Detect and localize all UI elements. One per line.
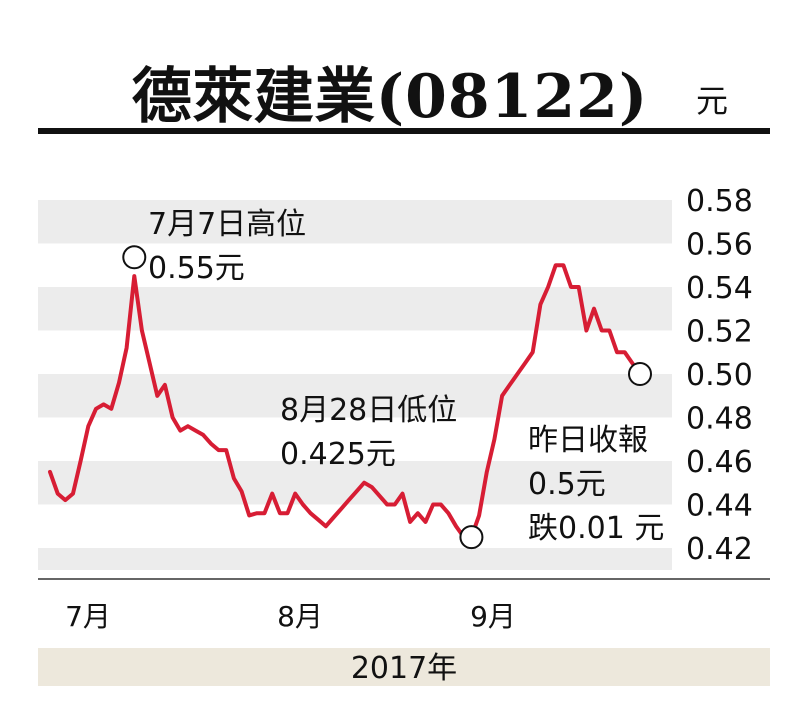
y-tick-label: 0.46 <box>686 445 753 480</box>
last-annotation: 昨日收報 <box>528 423 648 458</box>
last-annotation: 跌0.01 元 <box>528 511 664 546</box>
y-tick-label: 0.56 <box>686 228 753 263</box>
last-marker <box>628 362 652 386</box>
high-annotation: 7月7日高位 <box>148 207 306 242</box>
price-line <box>48 263 642 540</box>
y-tick-label: 0.54 <box>686 271 753 306</box>
unit-label: 元 <box>696 82 729 120</box>
grid-band <box>38 287 672 331</box>
grid-band <box>38 461 672 505</box>
grid-band <box>38 200 672 244</box>
y-tick-label: 0.44 <box>686 489 753 524</box>
grid-band <box>38 548 672 570</box>
high-marker <box>122 245 147 270</box>
high-annotation: 0.55元 <box>148 251 245 286</box>
chart-title: 德萊建業(08122) <box>131 62 649 132</box>
y-tick-label: 0.42 <box>686 532 753 567</box>
low-annotation: 0.425元 <box>280 437 396 472</box>
last-annotation: 0.5元 <box>528 467 606 502</box>
y-tick-label: 0.58 <box>686 184 753 219</box>
grid-band <box>38 374 672 418</box>
x-tick-label: 9月 <box>470 600 516 633</box>
year-band <box>38 648 770 686</box>
low-marker <box>459 525 484 550</box>
low-annotation: 8月28日低位 <box>280 393 457 428</box>
title-underline <box>38 128 770 134</box>
y-tick-label: 0.52 <box>686 315 753 350</box>
y-tick-label: 0.48 <box>686 402 753 437</box>
x-tick-label: 7月 <box>65 600 111 633</box>
x-tick-label: 8月 <box>277 600 323 633</box>
y-tick-label: 0.50 <box>686 358 753 393</box>
year-label: 2017年 <box>351 651 457 686</box>
